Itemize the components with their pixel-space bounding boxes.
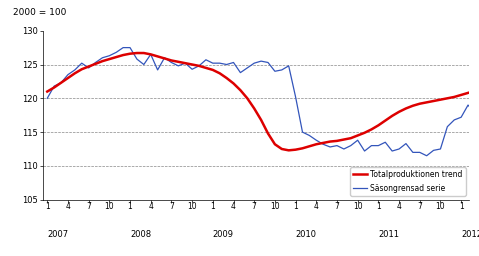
Text: 2011: 2011 [378, 230, 399, 239]
Säsongrensad serie [424, 154, 430, 157]
Säsongrensad serie [114, 51, 119, 54]
Säsongrensad serie [217, 62, 223, 65]
Säsongrensad serie [45, 97, 50, 100]
Line: Säsongrensad serie: Säsongrensad serie [47, 48, 479, 156]
Säsongrensad serie [362, 150, 367, 153]
Text: 2008: 2008 [130, 230, 151, 239]
Totalproduktionen trend [369, 128, 375, 131]
Text: 2007: 2007 [47, 230, 68, 239]
Totalproduktionen trend [134, 51, 140, 55]
Text: 2012: 2012 [461, 230, 479, 239]
Totalproduktionen trend [389, 114, 395, 118]
Totalproduktionen trend [114, 56, 119, 59]
Totalproduktionen trend [286, 149, 292, 152]
Line: Totalproduktionen trend: Totalproduktionen trend [47, 53, 479, 150]
Text: 2000 = 100: 2000 = 100 [13, 8, 67, 17]
Totalproduktionen trend [334, 139, 340, 142]
Text: 2009: 2009 [213, 230, 234, 239]
Legend: Totalproduktionen trend, Säsongrensad serie: Totalproduktionen trend, Säsongrensad se… [350, 167, 466, 196]
Säsongrensad serie [327, 145, 333, 148]
Totalproduktionen trend [45, 90, 50, 93]
Säsongrensad serie [120, 46, 126, 49]
Text: 2010: 2010 [296, 230, 317, 239]
Totalproduktionen trend [217, 72, 223, 75]
Säsongrensad serie [382, 141, 388, 144]
